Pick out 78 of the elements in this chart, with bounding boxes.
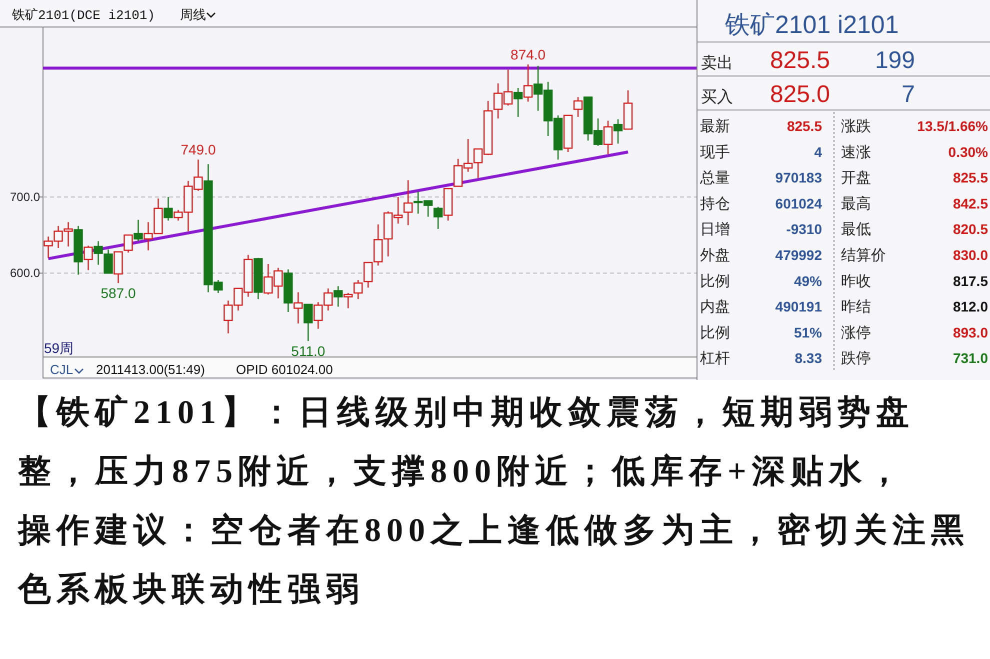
text: 830.0	[952, 247, 988, 263]
candlestick	[164, 196, 173, 222]
candlestick	[344, 292, 353, 309]
text: 速涨	[841, 144, 871, 161]
text: 总量	[699, 170, 730, 187]
annotation: 511.0	[291, 342, 326, 359]
candlestick	[603, 120, 613, 155]
text: 601024	[775, 195, 822, 212]
annotation: 874.0	[510, 46, 546, 62]
text: 卖出	[701, 54, 733, 72]
text: 842.5	[952, 195, 988, 212]
text: 杠杆	[699, 350, 730, 368]
text: 最低	[841, 221, 871, 238]
text: 820.5	[952, 221, 988, 238]
text: 731.0	[952, 350, 988, 366]
y-tick-label: 700.0	[10, 190, 40, 204]
candlestick	[513, 87, 523, 118]
text: 7	[902, 81, 915, 108]
text: 比例	[700, 272, 730, 290]
text: 970183	[775, 170, 822, 186]
text: 825.5	[952, 170, 988, 186]
text: 开盘	[841, 170, 871, 187]
text: 49%	[794, 272, 823, 289]
text: 内盘	[700, 298, 730, 316]
text: 825.5	[770, 47, 830, 74]
candlestick	[84, 245, 93, 271]
chart-subtitle: 周线	[180, 7, 206, 22]
text: 日增	[700, 221, 730, 238]
text: 铁矿2101 i2101	[724, 11, 899, 39]
text: 持仓	[700, 195, 730, 212]
text: 51%	[794, 324, 823, 340]
text: 外盘	[700, 247, 730, 264]
text: 817.5	[952, 272, 988, 289]
text: 199	[874, 47, 915, 74]
text: 操作建议：空仓者在800之上逢低做多为主，密切关注黑色系板块联动性强弱	[18, 511, 970, 610]
text: 现手	[700, 144, 730, 161]
text: 结算价	[841, 247, 886, 264]
text: 最新	[700, 118, 730, 135]
text: 昨收	[841, 272, 871, 290]
text: 8.33	[794, 350, 822, 366]
text: 涨跌	[841, 118, 871, 135]
text: 479992	[775, 247, 822, 263]
text: 825.5	[786, 118, 822, 134]
candlestick	[434, 206, 443, 230]
text: 跌停	[841, 350, 871, 368]
candlestick	[613, 118, 623, 144]
candlestick	[124, 234, 133, 254]
candlestick	[134, 219, 143, 242]
y-tick-label: 600.0	[10, 266, 40, 280]
candlestick	[294, 292, 303, 324]
text: 825.0	[770, 81, 830, 108]
text: OPID 601024.00	[236, 362, 333, 377]
text: 最高	[841, 195, 871, 212]
candlestick	[573, 96, 583, 118]
text: 893.0	[952, 324, 988, 340]
candlestick	[523, 64, 533, 102]
text: CJL	[50, 362, 74, 377]
candlestick	[354, 279, 363, 300]
text: 812.0	[952, 298, 988, 315]
text: 涨停	[841, 324, 871, 342]
text: 4	[814, 144, 822, 160]
annotation: 59周	[44, 340, 74, 356]
text: 【铁矿2101】：日线级别中期收敛震荡，短期弱势盘整，压力875附近，支撑800附近；低库存+深贴水，	[18, 393, 916, 492]
candlestick	[334, 286, 343, 308]
text: 490191	[775, 298, 822, 315]
text: 0.30%	[948, 144, 989, 160]
text: -9310	[786, 221, 822, 238]
text: 买入	[701, 88, 733, 106]
text: 比例	[700, 324, 730, 342]
candlestick	[404, 180, 413, 226]
annotation: 749.0	[180, 142, 216, 158]
text: 13.5/1.66%	[917, 118, 989, 134]
text: 昨结	[841, 298, 871, 316]
annotation: 587.0	[100, 285, 136, 302]
text: 2011413.00(51:49)	[96, 362, 205, 377]
candlestick	[114, 251, 123, 284]
chart-title: 铁矿2101(DCE i2101)	[11, 8, 156, 23]
candlestick	[304, 304, 313, 342]
